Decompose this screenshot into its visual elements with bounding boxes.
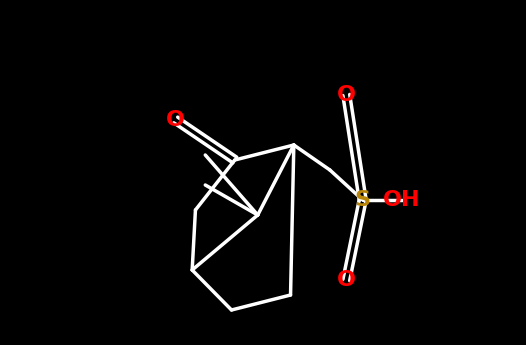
Text: S: S	[355, 190, 371, 210]
Text: O: O	[166, 110, 185, 130]
Text: O: O	[337, 270, 356, 290]
Text: O: O	[337, 85, 356, 105]
Text: OH: OH	[383, 190, 421, 210]
